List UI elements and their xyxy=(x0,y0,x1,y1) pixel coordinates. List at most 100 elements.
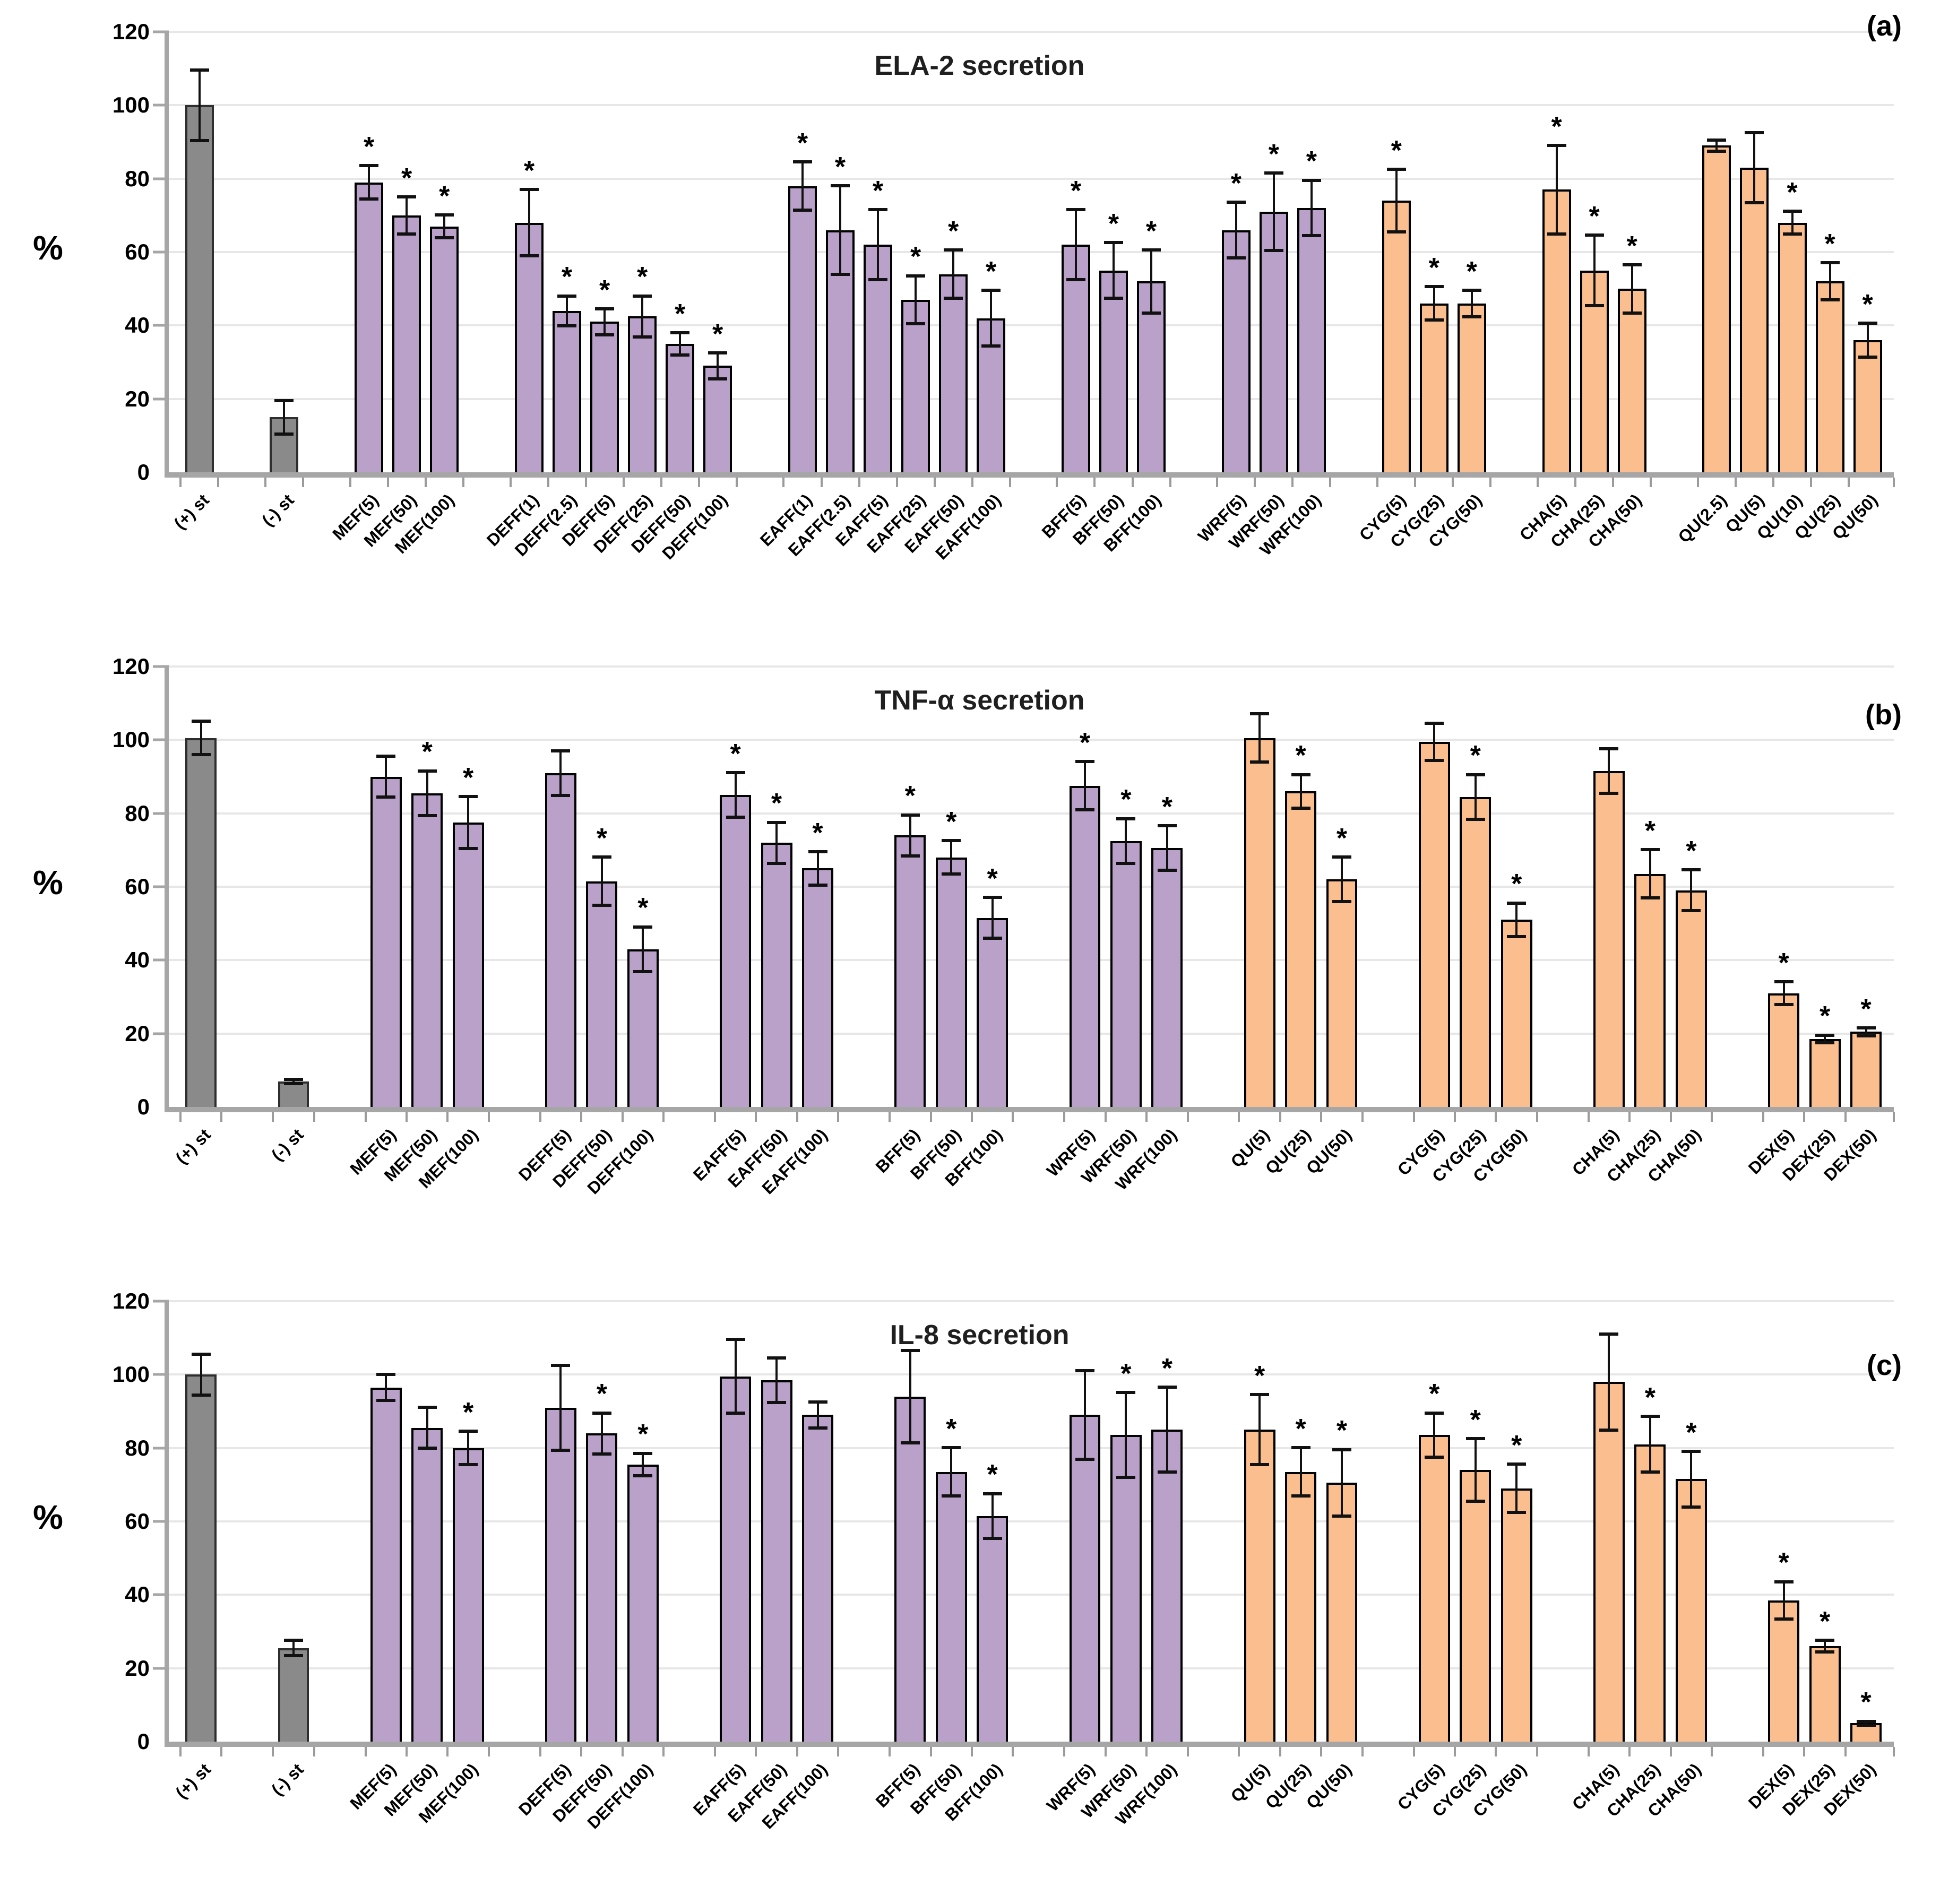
bar-EAFF(50) xyxy=(939,274,968,472)
y-tick-label: 80 xyxy=(125,1435,150,1460)
significance-asterisk: * xyxy=(1511,869,1522,900)
y-tick-label: 120 xyxy=(112,654,150,679)
bar-WRF(50) xyxy=(1259,211,1288,472)
bar-QU(25) xyxy=(1285,1472,1317,1742)
bar-slot-EAFF(100): EAFF(100) xyxy=(758,1301,838,1832)
significance-asterisk: * xyxy=(1860,993,1872,1025)
bar-slot-EAFF(5): EAFF(5) * xyxy=(689,667,756,1184)
error-bar xyxy=(200,1352,202,1397)
bar-slot-MEF(100): MEF(100) * xyxy=(415,1301,488,1827)
error-bar xyxy=(991,896,994,940)
chart-tnf-alpha-secretion: (b) % TNF-α secretion 0 20 40 60 80 100 120 (+… xyxy=(0,635,1940,1269)
bar-slot-EAFF(2.5): EAFF(2.5) * xyxy=(784,32,859,560)
bar-slot-QU(5): QU(5) xyxy=(1227,667,1280,1171)
significance-asterisk: * xyxy=(946,1414,957,1445)
y-tick-label: 100 xyxy=(112,92,150,118)
bar-slot-BFF(50): BFF(50) * xyxy=(907,1301,972,1818)
x-tick-label: (+) st xyxy=(172,1760,215,1803)
error-bar xyxy=(1112,241,1115,300)
significance-asterisk: * xyxy=(637,893,649,924)
bar-slot-MEF(50): MEF(50) xyxy=(381,1301,447,1820)
error-bar xyxy=(1791,210,1794,236)
error-bar xyxy=(909,1348,911,1444)
bar-slot-EAFF(50): EAFF(50) * xyxy=(724,667,797,1191)
group-gap xyxy=(1361,1301,1414,1756)
significance-asterisk: * xyxy=(1108,209,1119,240)
error-bar xyxy=(1125,817,1127,865)
bar-slot-EAFF(50): EAFF(50) xyxy=(724,1301,797,1826)
error-bar xyxy=(775,820,778,865)
significance-asterisk: * xyxy=(1120,784,1132,816)
error-bar xyxy=(1824,1639,1826,1654)
panel-label-c: (c) xyxy=(1867,1349,1902,1381)
y-tick-label: 20 xyxy=(125,1655,150,1681)
bar-BFF(5) xyxy=(894,1396,926,1742)
bar-WRF(50) xyxy=(1110,1435,1142,1742)
bar-slot-EAFF(50): EAFF(50) * xyxy=(901,32,972,557)
significance-asterisk: * xyxy=(834,151,846,183)
y-tick-mark xyxy=(153,324,169,327)
gridline xyxy=(169,1373,1894,1376)
error-bar xyxy=(641,294,644,339)
bar-slot-BFF(5): BFF(5) * xyxy=(872,667,930,1176)
bar-slot-EAFF(25): EAFF(25) * xyxy=(863,32,935,557)
significance-asterisk: * xyxy=(1466,256,1477,287)
significance-asterisk: * xyxy=(1161,792,1172,823)
bar-QU(50) xyxy=(1853,340,1882,472)
error-bar xyxy=(1341,1448,1343,1518)
group-gap xyxy=(1711,667,1763,1122)
bar-slot-DEFF(25): DEFF(25) * xyxy=(590,32,661,557)
error-bar xyxy=(1166,1386,1168,1474)
chart-title: IL-8 secretion xyxy=(890,1320,1070,1351)
gridline xyxy=(169,959,1894,962)
group-gap xyxy=(1489,32,1538,487)
bar-slot-CYG(50): CYG(50) * xyxy=(1469,1301,1537,1821)
bar-slot-WRF(100): WRF(100) * xyxy=(1112,1301,1187,1829)
group-gap xyxy=(1536,667,1589,1122)
bar-slot-DEFF(50): DEFF(50) * xyxy=(549,667,622,1191)
group-gap xyxy=(462,32,511,487)
error-bar xyxy=(717,351,719,381)
bar-CHA(50) xyxy=(1675,1479,1707,1742)
bars-layer: (+) st (-) st MEF(5) MEF(50) * MEF(100) * DEFF(… xyxy=(169,667,1895,1198)
significance-asterisk: * xyxy=(1511,1430,1522,1461)
bar-slot-CHA(5): CHA(5) xyxy=(1568,1301,1629,1814)
error-bar xyxy=(1433,285,1435,322)
bar-slot-MEF(50): MEF(50) * xyxy=(381,667,447,1185)
significance-asterisk: * xyxy=(730,738,741,769)
error-bar xyxy=(1395,167,1398,234)
significance-asterisk: * xyxy=(1787,177,1798,209)
error-bar xyxy=(1865,1026,1867,1037)
bar-slot-BFF(100): BFF(100) * xyxy=(1100,32,1170,555)
x-tick-label: (-) st xyxy=(258,490,298,530)
bar-slot-BFF(5): BFF(5) xyxy=(872,1301,930,1811)
error-bar xyxy=(426,769,428,817)
group-gap xyxy=(1361,667,1414,1122)
significance-asterisk: * xyxy=(1429,1379,1440,1410)
significance-asterisk: * xyxy=(1686,836,1697,867)
bar-slot-MEF(50): MEF(50) * xyxy=(360,32,426,550)
bar-slot-EAFF(5): EAFF(5) * xyxy=(832,32,897,550)
error-bar xyxy=(679,331,682,357)
error-bar xyxy=(200,720,202,757)
bar-slot-DEFF(50): DEFF(50) * xyxy=(627,32,699,557)
error-bar xyxy=(1593,233,1596,307)
gridline xyxy=(169,665,1894,668)
group-gap xyxy=(313,1301,366,1756)
bar-slot-CYG(5): CYG(5) * xyxy=(1394,1301,1455,1814)
error-bar xyxy=(642,925,644,973)
significance-asterisk: * xyxy=(1778,948,1789,979)
bar-DEFF(50) xyxy=(586,881,618,1107)
x-tick-label: (+) st xyxy=(170,490,213,533)
bar-slot-EAFF(5): EAFF(5) xyxy=(689,1301,756,1819)
y-tick-label: 120 xyxy=(112,19,150,44)
y-tick-label: 0 xyxy=(137,1729,150,1754)
error-bar xyxy=(368,164,370,201)
bar-slot-CHA(5): CHA(5) * xyxy=(1516,32,1575,544)
bar-QU(10) xyxy=(1778,222,1807,472)
bars-layer: (+) st (-) st MEF(5) * MEF(50) * MEF(100) * DEFF… xyxy=(169,32,1895,563)
bar-EAFF(50) xyxy=(761,1380,792,1742)
error-bar xyxy=(1470,289,1473,318)
significance-asterisk: * xyxy=(1470,1404,1481,1435)
significance-asterisk: * xyxy=(463,762,474,793)
